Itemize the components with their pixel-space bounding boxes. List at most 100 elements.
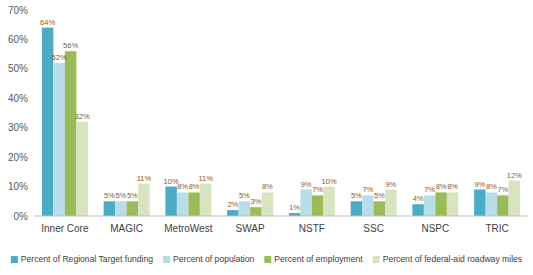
bar	[115, 201, 127, 216]
data-label: 9%	[301, 180, 312, 189]
x-tick-label: TRIC	[485, 223, 508, 234]
bar	[374, 201, 386, 216]
data-label: 5%	[374, 191, 385, 200]
data-label: 7%	[424, 185, 435, 194]
data-label: 3%	[250, 197, 261, 206]
data-label: 4%	[413, 194, 424, 203]
data-label: 8%	[447, 182, 458, 191]
tick-mark	[31, 157, 34, 158]
legend-swatch	[264, 256, 271, 263]
tick-mark	[31, 68, 34, 69]
tick-mark	[31, 39, 34, 40]
legend-label: Percent of Regional Target funding	[21, 254, 153, 264]
legend-swatch	[163, 256, 170, 263]
bar	[76, 122, 88, 216]
y-tick-label: 40%	[8, 93, 28, 104]
data-label: 9%	[474, 180, 485, 189]
data-label: 5%	[239, 191, 250, 200]
data-label: 1%	[289, 203, 300, 212]
tick-mark	[31, 216, 34, 217]
legend-label: Percent of employment	[274, 254, 363, 264]
y-tick-label: 30%	[8, 122, 28, 133]
data-label: 9%	[385, 180, 396, 189]
bar	[412, 204, 424, 216]
bar	[138, 184, 150, 216]
x-tick-label: MAGIC	[110, 223, 143, 234]
bar	[200, 184, 212, 216]
legend-swatch	[11, 256, 18, 263]
legend-item: Percent of federal-aid roadway miles	[373, 254, 522, 264]
data-label: 2%	[227, 200, 238, 209]
data-label: 12%	[507, 171, 522, 180]
data-label: 7%	[497, 185, 508, 194]
x-tick-label: MetroWest	[164, 223, 212, 234]
bar	[262, 192, 274, 216]
legend-label: Percent of population	[173, 254, 254, 264]
bar	[239, 201, 251, 216]
bar	[509, 181, 521, 216]
data-label: 11%	[198, 174, 213, 183]
bar	[351, 201, 363, 216]
x-tick-label: NSTF	[299, 223, 325, 234]
data-label: 5%	[351, 191, 362, 200]
x-tick-label: SWAP	[236, 223, 265, 234]
chart: 0% 10% 20% 30% 40% 50% 60% 70% 64% 5% 10% 2% 1% 5% 4% 9…	[0, 0, 533, 275]
tick-mark	[31, 10, 34, 11]
bar	[127, 201, 139, 216]
legend-label: Percent of federal-aid roadway miles	[383, 254, 522, 264]
bars	[42, 28, 520, 216]
x-tick-label: NSPC	[421, 223, 449, 234]
y-tick-label: 70%	[8, 5, 28, 16]
y-tick-label: 60%	[8, 34, 28, 45]
data-label: 32%	[75, 112, 90, 121]
data-label: 64%	[40, 18, 55, 27]
bar	[177, 192, 189, 216]
tick-mark	[31, 98, 34, 99]
data-label: 56%	[63, 41, 78, 50]
data-labels: 64%5%10%2%1%5%4%9%52%5%8%5%9%7%7%8%56%5%…	[40, 18, 522, 212]
y-tick-label: 20%	[8, 152, 28, 163]
y-tick-label: 50%	[8, 63, 28, 74]
data-label: 5%	[115, 191, 126, 200]
legend-swatch	[373, 256, 380, 263]
data-label: 7%	[362, 185, 373, 194]
data-label: 10%	[322, 177, 337, 186]
data-label: 5%	[127, 191, 138, 200]
data-label: 52%	[52, 53, 67, 62]
x-axis	[34, 216, 528, 217]
x-tick-label: Inner Core	[41, 223, 89, 234]
data-label: 7%	[312, 185, 323, 194]
x-tick-label: SSC	[363, 223, 384, 234]
legend-item: Percent of population	[163, 254, 254, 264]
bar	[474, 190, 486, 216]
bar	[497, 195, 509, 216]
legend: Percent of Regional Target funding Percen…	[11, 254, 522, 264]
bar	[250, 207, 262, 216]
y-tick-label: 10%	[8, 181, 28, 192]
data-label: 8%	[262, 182, 273, 191]
data-label: 8%	[486, 182, 497, 191]
tick-mark	[31, 127, 34, 128]
bar	[362, 195, 374, 216]
bar	[486, 192, 498, 216]
bar	[104, 201, 116, 216]
legend-item: Percent of employment	[264, 254, 363, 264]
data-label: 11%	[137, 174, 152, 183]
tick-mark	[31, 186, 34, 187]
bar	[53, 63, 65, 216]
y-tick-label: 0%	[14, 211, 29, 222]
bar	[165, 187, 177, 216]
bar	[435, 192, 447, 216]
data-label: 5%	[104, 191, 115, 200]
bar	[227, 210, 239, 216]
bar	[312, 195, 324, 216]
bar	[65, 51, 77, 216]
bar	[300, 190, 312, 216]
data-label: 8%	[177, 182, 188, 191]
data-label: 8%	[189, 182, 200, 191]
bar	[447, 192, 459, 216]
bar	[188, 192, 200, 216]
legend-item: Percent of Regional Target funding	[11, 254, 153, 264]
bar	[385, 190, 397, 216]
data-label: 8%	[436, 182, 447, 191]
